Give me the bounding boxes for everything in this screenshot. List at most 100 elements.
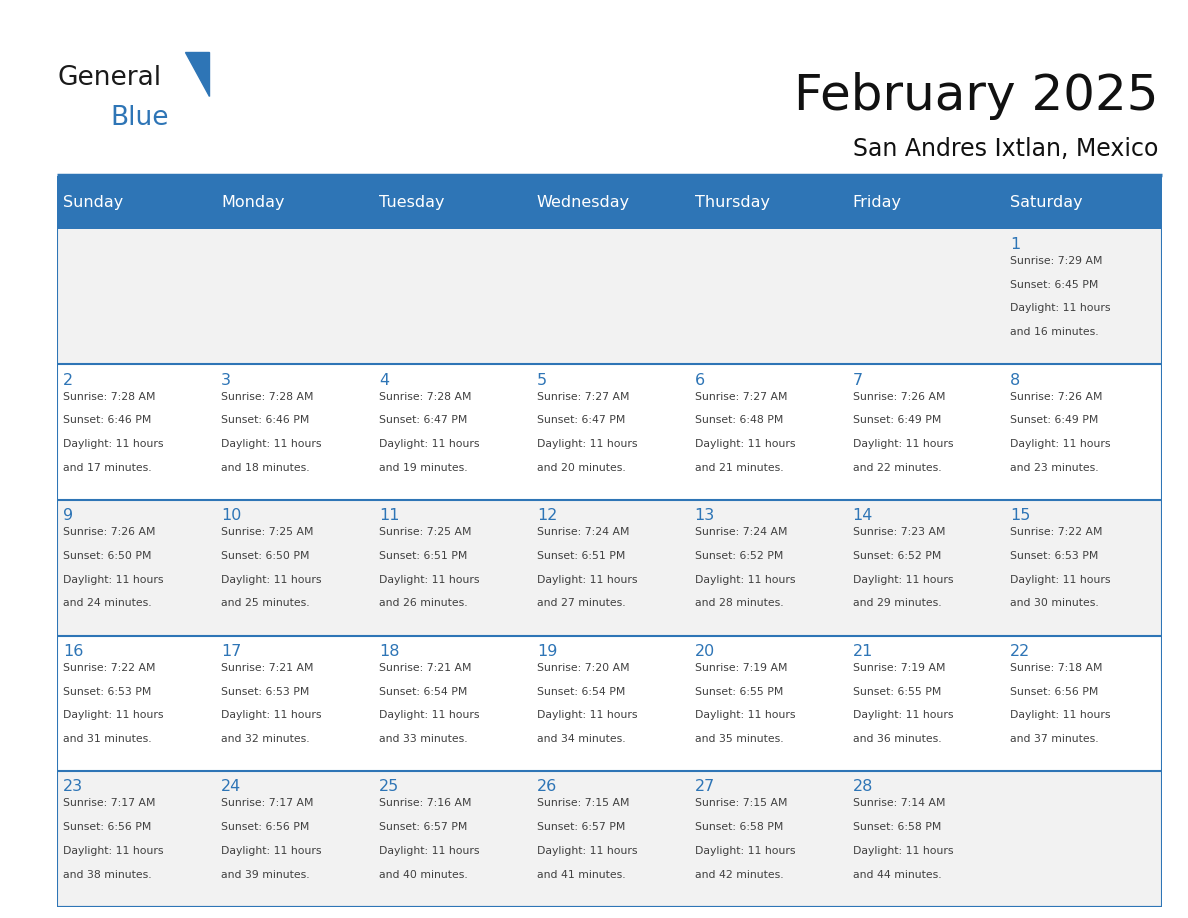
Text: and 17 minutes.: and 17 minutes.	[63, 463, 152, 473]
Text: Sunset: 6:49 PM: Sunset: 6:49 PM	[853, 415, 941, 425]
Text: 12: 12	[537, 509, 557, 523]
Bar	[373, 229, 531, 364]
Text: Sunrise: 7:24 AM: Sunrise: 7:24 AM	[695, 527, 788, 537]
Bar	[1004, 364, 1162, 500]
Text: and 39 minutes.: and 39 minutes.	[221, 869, 310, 879]
Text: and 32 minutes.: and 32 minutes.	[221, 734, 310, 744]
Text: San Andres Ixtlan, Mexico: San Andres Ixtlan, Mexico	[853, 137, 1158, 161]
Bar	[846, 364, 1004, 500]
Text: Sunset: 6:57 PM: Sunset: 6:57 PM	[379, 823, 467, 833]
Text: 2: 2	[63, 373, 74, 387]
Text: Sunday: Sunday	[63, 195, 124, 210]
Text: Sunset: 6:53 PM: Sunset: 6:53 PM	[221, 687, 310, 697]
Text: 8: 8	[1010, 373, 1020, 387]
Text: and 34 minutes.: and 34 minutes.	[537, 734, 625, 744]
Text: Sunrise: 7:21 AM: Sunrise: 7:21 AM	[221, 663, 314, 673]
Bar	[57, 176, 215, 229]
Bar	[846, 771, 1004, 907]
Text: Sunrise: 7:22 AM: Sunrise: 7:22 AM	[63, 663, 156, 673]
Text: Daylight: 11 hours: Daylight: 11 hours	[221, 711, 322, 721]
Text: 28: 28	[853, 779, 873, 794]
Bar	[688, 176, 846, 229]
Text: 10: 10	[221, 509, 241, 523]
Bar	[215, 364, 373, 500]
Text: and 44 minutes.: and 44 minutes.	[853, 869, 941, 879]
Text: and 21 minutes.: and 21 minutes.	[695, 463, 783, 473]
Bar	[531, 176, 688, 229]
Text: and 24 minutes.: and 24 minutes.	[63, 599, 152, 609]
Text: and 36 minutes.: and 36 minutes.	[853, 734, 941, 744]
Text: Daylight: 11 hours: Daylight: 11 hours	[695, 575, 795, 585]
Text: 14: 14	[853, 509, 873, 523]
Bar	[688, 771, 846, 907]
Text: and 35 minutes.: and 35 minutes.	[695, 734, 783, 744]
Text: Saturday: Saturday	[1010, 195, 1083, 210]
Text: Sunrise: 7:15 AM: Sunrise: 7:15 AM	[695, 799, 788, 809]
Bar	[531, 364, 688, 500]
Text: and 38 minutes.: and 38 minutes.	[63, 869, 152, 879]
Bar	[215, 500, 373, 636]
Text: Sunset: 6:51 PM: Sunset: 6:51 PM	[537, 551, 625, 561]
Bar	[846, 636, 1004, 771]
Bar	[531, 229, 688, 364]
Text: and 28 minutes.: and 28 minutes.	[695, 599, 783, 609]
Text: Daylight: 11 hours: Daylight: 11 hours	[695, 711, 795, 721]
Text: Sunrise: 7:18 AM: Sunrise: 7:18 AM	[1010, 663, 1102, 673]
Text: Daylight: 11 hours: Daylight: 11 hours	[221, 575, 322, 585]
Bar	[1004, 176, 1162, 229]
Text: Daylight: 11 hours: Daylight: 11 hours	[853, 575, 953, 585]
Text: Sunset: 6:45 PM: Sunset: 6:45 PM	[1010, 280, 1099, 290]
Text: Sunset: 6:50 PM: Sunset: 6:50 PM	[221, 551, 310, 561]
Text: Sunset: 6:57 PM: Sunset: 6:57 PM	[537, 823, 625, 833]
Text: Daylight: 11 hours: Daylight: 11 hours	[537, 439, 637, 449]
Text: Sunset: 6:56 PM: Sunset: 6:56 PM	[63, 823, 152, 833]
Bar	[373, 771, 531, 907]
Bar	[846, 229, 1004, 364]
Text: 4: 4	[379, 373, 390, 387]
Text: and 16 minutes.: and 16 minutes.	[1010, 327, 1099, 337]
Text: 16: 16	[63, 644, 83, 659]
Text: Daylight: 11 hours: Daylight: 11 hours	[379, 711, 480, 721]
Text: and 31 minutes.: and 31 minutes.	[63, 734, 152, 744]
Bar	[215, 229, 373, 364]
Text: and 40 minutes.: and 40 minutes.	[379, 869, 468, 879]
Bar	[215, 176, 373, 229]
Text: Sunrise: 7:28 AM: Sunrise: 7:28 AM	[221, 392, 314, 401]
Text: Sunrise: 7:16 AM: Sunrise: 7:16 AM	[379, 799, 472, 809]
Text: Sunset: 6:50 PM: Sunset: 6:50 PM	[63, 551, 152, 561]
Text: Daylight: 11 hours: Daylight: 11 hours	[379, 846, 480, 856]
Bar	[57, 500, 215, 636]
Text: 23: 23	[63, 779, 83, 794]
Bar	[688, 500, 846, 636]
Text: 21: 21	[853, 644, 873, 659]
Text: Sunset: 6:52 PM: Sunset: 6:52 PM	[853, 551, 941, 561]
Text: General: General	[57, 65, 162, 91]
Text: Daylight: 11 hours: Daylight: 11 hours	[853, 846, 953, 856]
Text: Sunrise: 7:19 AM: Sunrise: 7:19 AM	[853, 663, 944, 673]
Text: and 42 minutes.: and 42 minutes.	[695, 869, 783, 879]
Bar	[1004, 771, 1162, 907]
Text: 6: 6	[695, 373, 704, 387]
Text: Sunrise: 7:27 AM: Sunrise: 7:27 AM	[537, 392, 630, 401]
Text: Sunrise: 7:19 AM: Sunrise: 7:19 AM	[695, 663, 788, 673]
Bar	[215, 771, 373, 907]
Bar	[688, 636, 846, 771]
Text: Sunrise: 7:28 AM: Sunrise: 7:28 AM	[63, 392, 156, 401]
Text: and 22 minutes.: and 22 minutes.	[853, 463, 941, 473]
Text: 1: 1	[1010, 237, 1020, 252]
Text: Sunset: 6:58 PM: Sunset: 6:58 PM	[695, 823, 783, 833]
Bar	[57, 364, 215, 500]
Text: Sunset: 6:46 PM: Sunset: 6:46 PM	[221, 415, 310, 425]
Text: 26: 26	[537, 779, 557, 794]
Text: Daylight: 11 hours: Daylight: 11 hours	[537, 575, 637, 585]
Bar	[1004, 636, 1162, 771]
Text: Daylight: 11 hours: Daylight: 11 hours	[695, 846, 795, 856]
Text: 19: 19	[537, 644, 557, 659]
Text: and 18 minutes.: and 18 minutes.	[221, 463, 310, 473]
Text: Sunrise: 7:20 AM: Sunrise: 7:20 AM	[537, 663, 630, 673]
Bar	[531, 500, 688, 636]
Text: Sunset: 6:56 PM: Sunset: 6:56 PM	[221, 823, 310, 833]
Text: Sunrise: 7:23 AM: Sunrise: 7:23 AM	[853, 527, 944, 537]
Text: 13: 13	[695, 509, 715, 523]
Bar	[57, 771, 215, 907]
